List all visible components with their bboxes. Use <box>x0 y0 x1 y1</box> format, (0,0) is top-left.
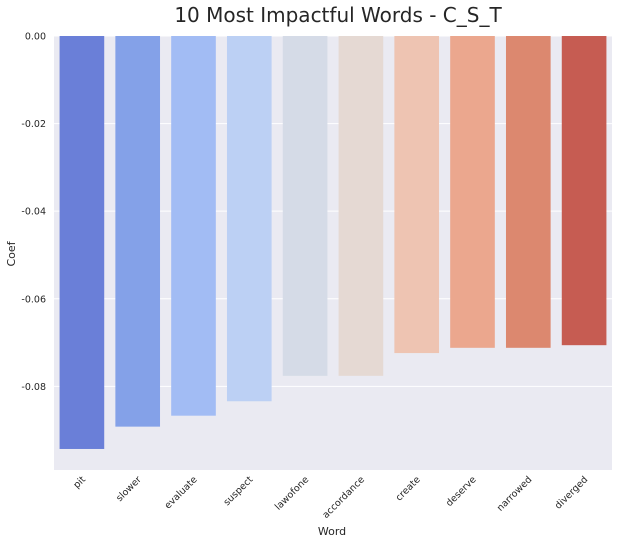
y-tick-label: -0.04 <box>21 207 46 218</box>
x-tick-label: accordance <box>321 474 368 521</box>
bar-evaluate <box>171 36 216 416</box>
x-tick-label: pit <box>71 474 88 491</box>
x-axis-ticks: pit slower evaluate suspect lawofone accordan… <box>71 474 590 521</box>
x-tick-label: suspect <box>222 474 256 508</box>
chart-title: 10 Most Impactful Words - C_S_T <box>174 3 502 27</box>
bar-accordance <box>338 36 384 376</box>
x-tick-label: evaluate <box>163 474 200 511</box>
x-tick-label: lawofone <box>273 474 311 512</box>
bar-slower <box>115 36 161 427</box>
bar-diverged <box>561 36 607 346</box>
y-tick-label: 0.00 <box>25 32 46 43</box>
bars <box>59 36 607 449</box>
x-tick-label: slower <box>114 474 144 504</box>
bar-lawofone <box>282 36 328 376</box>
bar-suspect <box>226 36 272 402</box>
bar-narrowed <box>505 36 551 348</box>
y-tick-label: -0.08 <box>21 382 46 393</box>
bar-pit <box>59 36 105 449</box>
x-axis-label: Word <box>318 525 346 538</box>
bar-create <box>394 36 440 354</box>
y-axis-ticks: 0.00 -0.02 -0.04 -0.06 -0.08 <box>21 32 46 393</box>
x-tick-label: narrowed <box>495 474 534 513</box>
x-tick-label: diverged <box>553 474 590 511</box>
y-tick-label: -0.06 <box>21 294 46 305</box>
bar-deserve <box>450 36 495 348</box>
y-axis-label: Coef <box>5 240 18 266</box>
x-tick-label: deserve <box>444 474 479 509</box>
y-tick-label: -0.02 <box>21 119 46 130</box>
x-tick-label: create <box>394 474 423 503</box>
